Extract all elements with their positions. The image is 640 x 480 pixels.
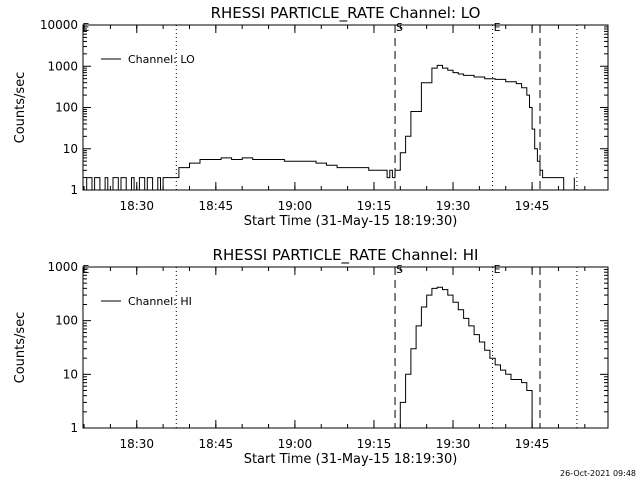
x-tick-label: 19:30 xyxy=(436,199,471,213)
y-tick-label: 1000 xyxy=(47,59,78,73)
x-tick-label: 19:15 xyxy=(357,199,392,213)
lo-channel-chart: RHESSI PARTICLE_RATE Channel: LO 1 10 100 10… xyxy=(13,4,609,229)
x-tick-label: 18:45 xyxy=(199,437,234,451)
x-tick-label: 18:45 xyxy=(199,199,234,213)
y-tick-label: 10 xyxy=(63,142,78,156)
series-line xyxy=(83,64,575,190)
x-tick-label: 19:45 xyxy=(515,437,550,451)
legend-entry: Channel: HI xyxy=(128,295,192,308)
marker-label: E xyxy=(82,21,89,34)
marker-label: E xyxy=(494,263,501,276)
series-line xyxy=(395,286,533,428)
y-tick-label: 1000 xyxy=(47,260,78,274)
marker-label: E xyxy=(82,263,89,276)
y-tick-label: 1 xyxy=(70,421,78,435)
generation-timestamp: 26-Oct-2021 09:48 xyxy=(560,469,636,478)
y-tick-label: 1 xyxy=(70,183,78,197)
x-axis-label: Start Time (31-May-15 18:19:30) xyxy=(244,214,458,229)
x-tick-label: 19:00 xyxy=(278,199,313,213)
x-tick-label: 19:30 xyxy=(436,437,471,451)
x-tick-label: 18:30 xyxy=(119,437,154,451)
legend-entry: Channel: LO xyxy=(128,53,195,66)
y-tick-label: 100 xyxy=(55,101,78,115)
marker-label: S xyxy=(396,263,403,276)
x-axis-label: Start Time (31-May-15 18:19:30) xyxy=(244,452,458,467)
y-axis-label: Counts/sec xyxy=(13,312,28,384)
x-tick-label: 18:30 xyxy=(119,199,154,213)
y-axis-label: Counts/sec xyxy=(13,72,28,144)
chart-title: RHESSI PARTICLE_RATE Channel: HI xyxy=(213,246,479,265)
chart-title: RHESSI PARTICLE_RATE Channel: LO xyxy=(211,4,481,23)
x-tick-label: 19:00 xyxy=(278,437,313,451)
hi-channel-chart: RHESSI PARTICLE_RATE Channel: HI 1 10 100 10… xyxy=(13,246,609,467)
x-tick-label: 19:45 xyxy=(515,199,550,213)
y-tick-label: 100 xyxy=(55,314,78,328)
y-tick-label: 10 xyxy=(63,367,78,381)
marker-label: S xyxy=(396,21,403,34)
marker-label: E xyxy=(494,21,501,34)
x-tick-label: 19:15 xyxy=(357,437,392,451)
y-tick-label: 10000 xyxy=(40,18,78,32)
plot-frame xyxy=(82,266,609,429)
